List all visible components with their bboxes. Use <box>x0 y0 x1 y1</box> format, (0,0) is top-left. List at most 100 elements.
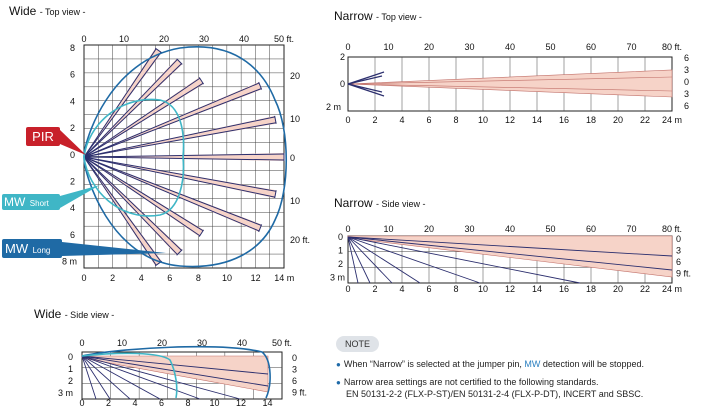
wide-top-ft-top: 0 10 20 30 40 50 ft. <box>81 34 294 44</box>
pir-beam-line <box>83 156 204 232</box>
narrow-side-m-bottom-label: 4 <box>399 284 404 294</box>
wide-side-m-bottom-label: 4 <box>132 398 137 408</box>
narrow-side-ft-label: 10 <box>383 224 393 234</box>
pir-beam-line <box>83 82 260 158</box>
wide-top-ft-right-label: 0 <box>290 153 295 163</box>
narrow-top-ft-label: 50 <box>545 42 555 52</box>
pir-beam-end <box>258 224 263 233</box>
narrow-top-ft-right-label: 6 <box>684 53 689 63</box>
pir-beam-line <box>83 156 201 237</box>
narrow-top-m-bottom-label: 2 <box>372 115 377 125</box>
narrow-side-m-bottom-label: 2 <box>372 284 377 294</box>
narrow-side-ft-right-label: 6 <box>676 257 681 267</box>
wide-top-m-label: 6 <box>70 70 75 80</box>
wide-side-title: Wide - Side view - <box>34 307 115 321</box>
narrow-side-m-label: 1 <box>338 246 343 256</box>
pir-beam-end <box>274 115 277 124</box>
wide-side-ft-right-label: 0 <box>292 353 297 363</box>
note-line-3: EN 50131-2-2 (FLX-P-ST)/EN 50131-2-4 (FL… <box>346 389 644 399</box>
pir-callout <box>26 127 86 155</box>
wide-side-beam <box>81 355 161 400</box>
narrow-top-m-label: 2 m <box>326 102 341 112</box>
wide-side-beam <box>81 355 111 400</box>
pir-label: PIR <box>32 129 54 144</box>
narrow-side-m-bottom-label: 24 m <box>662 284 682 294</box>
pir-beam-line <box>83 77 201 158</box>
narrow-side-m-label: 3 m <box>330 273 345 283</box>
wide-top-m-left: 8 6 4 2 0 2 4 6 8 m <box>62 43 77 267</box>
pir-beam-end <box>198 77 205 85</box>
wide-side-ft-right-label: 3 <box>292 365 297 375</box>
narrow-top-ft-right-label: 6 <box>684 101 689 111</box>
narrow-top-m-bottom-label: 16 <box>559 115 569 125</box>
narrow-side-m-bottom-label: 12 <box>505 284 515 294</box>
wide-top-m-label: 8 <box>70 43 75 53</box>
wide-side-m-bottom-label: 14 <box>262 398 272 408</box>
wide-side-grid-frame <box>81 351 283 400</box>
pir-beam-line <box>83 116 275 158</box>
narrow-side-title: Narrow - Side view - <box>334 196 426 210</box>
narrow-side-ft-label: 40 <box>505 224 515 234</box>
narrow-side-m-bottom-label: 22 <box>640 284 650 294</box>
narrow-side-ft-label: 30 <box>464 224 474 234</box>
wide-top-ft-label: 40 <box>239 34 249 44</box>
pir-beam-line <box>83 82 204 158</box>
narrow-top-ft-label: 70 <box>626 42 636 52</box>
wide-top-m-label: 4 <box>70 203 75 213</box>
wide-top-m-label: 8 m <box>62 257 77 267</box>
pir-beam-line <box>83 156 157 266</box>
narrow-side-ft-label: 80 ft. <box>662 224 682 234</box>
wide-top-ft-label: 20 <box>159 34 169 44</box>
pir-beam-end <box>274 190 277 199</box>
narrow-top-m-bottom-label: 12 <box>505 115 515 125</box>
wide-side-beam <box>81 355 269 375</box>
narrow-side-m-bottom-label: 18 <box>586 284 596 294</box>
narrow-side-ft-label: 0 <box>345 224 350 234</box>
narrow-side-beam <box>347 236 371 284</box>
wide-top-m-bottom-label: 2 <box>110 273 115 283</box>
pir-beam-line <box>83 156 260 232</box>
wide-side-beam <box>81 355 131 400</box>
narrow-top-ft-label: 80 ft. <box>662 42 682 52</box>
narrow-side-m-bottom-label: 8 <box>453 284 458 294</box>
wide-top-m-bottom-label: 6 <box>167 273 172 283</box>
wide-side-ft-label: 50 ft. <box>272 338 292 348</box>
wide-top-ft-label: 10 <box>119 34 129 44</box>
pir-beam-end <box>198 229 205 237</box>
wide-top-m-bottom-label: 10 <box>222 273 232 283</box>
narrow-side-ft-label: 20 <box>424 224 434 234</box>
narrow-top-m-bottom-label: 20 <box>613 115 623 125</box>
wide-top-ft-label: 50 ft. <box>274 34 294 44</box>
narrow-top-m-bottom-label: 10 <box>478 115 488 125</box>
pir-beam-line <box>83 156 277 192</box>
wide-top-title: Wide - Top view - <box>9 4 86 18</box>
narrow-top-beam-fill <box>347 69 673 98</box>
wide-side-beam <box>81 355 241 400</box>
wide-top-m-label: 0 <box>70 150 75 160</box>
mw-short-callout <box>2 185 100 210</box>
narrow-top-m-bottom-label: 0 <box>345 115 350 125</box>
narrow-top-m-label: 2 <box>340 52 345 62</box>
wide-side-ft-right-label: 9 ft. <box>292 388 307 398</box>
wide-side-m-bottom-label: 6 <box>159 398 164 408</box>
note-line-2: ● Narrow area settings are not certified … <box>336 377 599 387</box>
narrow-side-ft-right-label: 9 ft. <box>676 269 691 279</box>
pir-beam-line <box>83 63 182 158</box>
narrow-top-ft-right-label: 0 <box>684 77 689 87</box>
wide-top-ft-right-label: 20 ft. <box>290 235 310 245</box>
narrow-side-m-bottom-label: 10 <box>478 284 488 294</box>
wide-top-m-bottom: 0 2 4 6 8 10 12 14 m <box>81 273 294 283</box>
narrow-side-beam <box>347 236 421 284</box>
pir-beam-end <box>176 249 183 256</box>
narrow-top-ft-label: 0 <box>345 42 350 52</box>
narrow-top-ft-label: 10 <box>383 42 393 52</box>
wide-side-ft-label: 40 <box>237 338 247 348</box>
pir-beam-line <box>83 88 262 158</box>
narrow-side-m-bottom-label: 14 <box>532 284 542 294</box>
narrow-top-ft-label: 40 <box>505 42 515 52</box>
narrow-top-m-bottom-label: 22 <box>640 115 650 125</box>
